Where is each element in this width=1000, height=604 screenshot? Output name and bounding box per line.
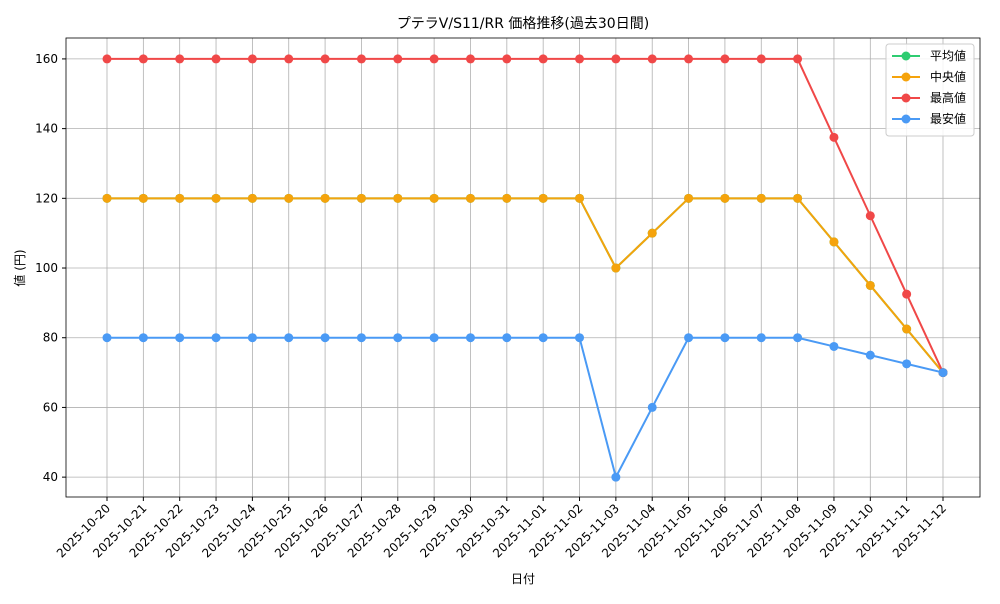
data-point (175, 54, 185, 64)
data-point (138, 54, 148, 64)
data-point (575, 333, 585, 343)
data-point (138, 333, 148, 343)
data-point (865, 280, 875, 290)
data-point (611, 54, 621, 64)
data-point (393, 54, 403, 64)
data-point (647, 54, 657, 64)
series-line (107, 197, 944, 374)
data-point (429, 333, 439, 343)
legend-label: 中央値 (930, 69, 966, 84)
y-tick-label: 60 (43, 400, 58, 414)
data-point (793, 193, 803, 203)
legend-label: 最高値 (930, 90, 966, 105)
series-line (107, 197, 944, 374)
data-point (684, 54, 694, 64)
data-point (284, 193, 294, 203)
data-point (284, 333, 294, 343)
data-point (465, 193, 475, 203)
data-point (902, 324, 912, 334)
legend-swatch (901, 51, 911, 61)
data-point (429, 54, 439, 64)
data-point (211, 54, 221, 64)
legend-swatch (901, 93, 911, 103)
data-point (684, 193, 694, 203)
y-tick-label: 120 (35, 191, 58, 205)
data-point (647, 402, 657, 412)
legend-label: 最安値 (930, 111, 966, 126)
data-point (502, 193, 512, 203)
y-tick-label: 40 (43, 470, 58, 484)
data-point (502, 333, 512, 343)
data-point (647, 228, 657, 238)
data-point (829, 341, 839, 351)
data-point (611, 263, 621, 273)
data-point (538, 193, 548, 203)
data-point (902, 289, 912, 299)
legend-box (885, 43, 975, 137)
data-point (247, 193, 257, 203)
data-point (356, 333, 366, 343)
data-point (211, 193, 221, 203)
data-point (320, 54, 330, 64)
series-line (107, 336, 944, 480)
data-point (756, 193, 766, 203)
data-point (393, 193, 403, 203)
data-point (865, 350, 875, 360)
legend-swatch (901, 72, 911, 82)
data-point (611, 472, 621, 482)
data-point (320, 333, 330, 343)
data-point (538, 54, 548, 64)
data-point (393, 333, 403, 343)
data-point (247, 54, 257, 64)
data-point (829, 132, 839, 142)
data-point (211, 333, 221, 343)
y-tick-label: 140 (35, 122, 58, 136)
x-axis-label: 日付 (511, 572, 535, 586)
data-point (175, 193, 185, 203)
data-point (720, 193, 730, 203)
data-point (720, 333, 730, 343)
data-point (720, 54, 730, 64)
data-point (793, 333, 803, 343)
y-tick-label: 160 (35, 52, 58, 66)
data-point (756, 333, 766, 343)
data-point (102, 54, 112, 64)
legend-label: 平均値 (930, 48, 966, 63)
data-point (320, 193, 330, 203)
data-point (865, 211, 875, 221)
data-point (102, 333, 112, 343)
data-point (284, 54, 294, 64)
data-point (684, 333, 694, 343)
data-point (175, 333, 185, 343)
data-point (829, 237, 839, 247)
chart-title: プテラV/S11/RR 価格推移(過去30日間) (397, 16, 649, 32)
data-point (102, 193, 112, 203)
data-point (429, 193, 439, 203)
legend-swatch (901, 114, 911, 124)
series-line (107, 57, 944, 373)
data-point (793, 54, 803, 64)
plot-frame (65, 37, 981, 498)
data-point (138, 193, 148, 203)
data-point (575, 54, 585, 64)
data-point (938, 368, 948, 378)
data-point (538, 333, 548, 343)
data-point (902, 359, 912, 369)
data-point (465, 333, 475, 343)
y-tick-label: 100 (35, 261, 58, 275)
data-point (575, 193, 585, 203)
y-axis-label: 値 (円) (12, 249, 27, 286)
y-tick-label: 80 (43, 331, 58, 345)
data-point (356, 54, 366, 64)
data-point (247, 333, 257, 343)
data-point (756, 54, 766, 64)
data-point (356, 193, 366, 203)
data-point (502, 54, 512, 64)
data-point (465, 54, 475, 64)
